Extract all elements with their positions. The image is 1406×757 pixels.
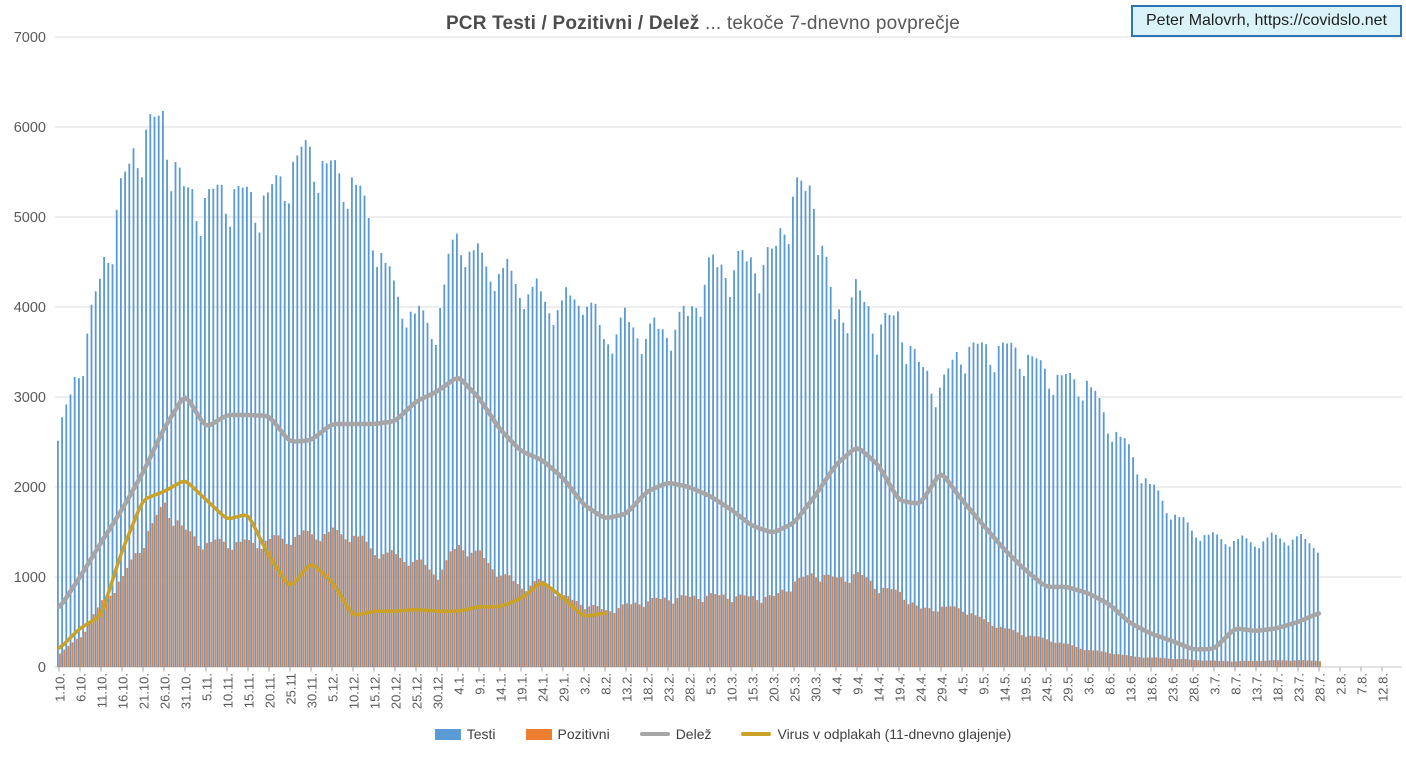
x-axis-label: 23.6. [1166,673,1181,702]
x-axis-label: 12.8. [1376,673,1391,702]
x-axis-label: 25.11 [284,673,299,705]
x-axis-label: 15.3. [746,673,761,702]
x-axis-label: 25.3. [788,673,803,702]
y-axis-label: 3000 [14,390,46,406]
x-axis-label: 31.10. [179,673,194,709]
legend-label-testi: Testi [466,726,496,742]
watermark-text: Peter Malovrh, https://covidslo.net [1146,12,1387,29]
legend-label-virus: Virus v odplakah (11-dnevno glajenje) [777,726,1012,742]
x-axis-label: 2.8. [1334,673,1349,695]
x-axis-label: 29.1. [557,673,572,702]
y-axis-label: 2000 [14,480,46,496]
x-axis-label: 16.10. [116,673,131,709]
delez-line [56,375,1322,652]
legend-swatch-delez [639,732,670,736]
x-axis-label: 21.10. [137,673,152,709]
x-axis-label: 15.12. [368,673,383,709]
x-axis-label: 10.3. [725,673,740,702]
x-axis-label: 28.2. [683,673,698,702]
x-axis-label: 20.3. [767,673,782,702]
chart-title-subtitle: ... tekoče 7-dnevno povprečje [699,13,961,34]
x-axis-label: 18.7. [1271,673,1286,702]
x-axis-label: 4.5. [956,673,971,695]
x-axis-label: 4.4. [830,673,845,695]
x-axis-label: 20.12. [389,673,404,709]
x-axis-label: 24.5. [1040,673,1055,702]
x-axis-label: 29.5. [1061,673,1076,702]
x-axis-label: 4.1. [452,673,467,695]
y-axis-label: 0 [38,660,46,676]
x-axis-label: 14.1. [494,673,509,702]
watermark-box: Peter Malovrh, https://covidslo.net [1131,5,1402,37]
x-axis-label: 28.7. [1313,673,1328,702]
legend-label-pozitivni: Pozitivni [557,726,610,742]
x-axis-label: 5.11. [200,673,215,701]
y-axis-label: 1000 [14,570,46,586]
legend-item-testi: Testi [434,726,496,742]
x-axis-label: 23.2. [662,673,677,702]
testi-bars [57,111,1319,668]
y-axis-label: 5000 [14,210,46,226]
x-axis-label: 7.8. [1355,673,1370,695]
legend-swatch-testi [434,728,461,740]
x-axis-label: 18.6. [1145,673,1160,702]
x-axis-label: 5.12. [326,673,341,702]
legend: Testi Pozitivni Delež Virus v odplakah (… [20,726,1406,742]
x-axis-label: 3.7. [1208,673,1223,695]
x-axis-label: 13.6. [1124,673,1139,702]
x-axis-label: 20.11. [263,673,278,708]
legend-item-delez: Delež [639,726,712,742]
legend-swatch-virus [741,732,772,736]
legend-label-delez: Delež [675,726,712,742]
x-axis-label: 14.4. [872,673,887,702]
x-axis-label: 8.2. [599,673,614,695]
x-axis-label: 29.4. [935,673,950,702]
x-axis-label: 25.12. [410,673,425,709]
x-axis-label: 10.11. [221,673,236,708]
x-axis-label: 28.6. [1187,673,1202,702]
pozitivni-bars [59,502,1321,667]
legend-item-virus: Virus v odplakah (11-dnevno glajenje) [741,726,1011,742]
x-axis-label: 26.10. [158,673,173,709]
y-axis-label: 7000 [14,30,46,46]
x-axis-label: 8.7. [1229,673,1244,695]
chart-title-main: PCR Testi / Pozitivni / Delež [445,13,700,34]
x-axis-label: 30.11. [305,673,320,708]
x-axis-label: 24.1. [536,673,551,702]
x-axis-label: 15.11. [242,673,257,708]
legend-swatch-pozitivni [525,728,552,740]
x-axis-label: 1.10. [53,673,68,702]
y-axis-label: 4000 [14,300,46,316]
x-axis-label: 30.12. [431,673,446,709]
legend-item-pozitivni: Pozitivni [525,726,610,742]
x-axis-label: 11.10. [95,673,110,708]
x-axis-label: 3.6. [1082,673,1097,695]
x-axis-label: 24.4. [914,673,929,702]
x-axis-label: 13.2. [620,673,635,702]
x-axis-label: 9.4. [851,673,866,695]
x-axis-label: 10.12. [347,673,362,709]
x-axis-label: 13.7. [1250,673,1265,702]
y-axis-label: 6000 [14,120,46,136]
x-axis-label: 14.5. [998,673,1013,702]
virus-line [57,479,607,650]
x-axis-label: 19.5. [1019,673,1034,702]
x-axis-label: 5.3. [704,673,719,695]
x-axis-label: 9.5. [977,673,992,695]
x-axis-label: 9.1. [473,673,488,695]
x-axis-label: 23.7. [1292,673,1307,702]
x-axis-label: 19.4. [893,673,908,702]
x-axis-label: 3.2. [578,673,593,695]
x-axis-label: 30.3. [809,673,824,702]
x-axis-label: 18.2. [641,673,656,702]
x-axis-label: 6.10. [74,673,89,702]
chart-title: PCR Testi / Pozitivni / Delež ... tekoče… [0,13,1406,35]
x-axis-label: 8.6. [1103,673,1118,695]
x-axis-label: 19.1. [515,673,530,702]
